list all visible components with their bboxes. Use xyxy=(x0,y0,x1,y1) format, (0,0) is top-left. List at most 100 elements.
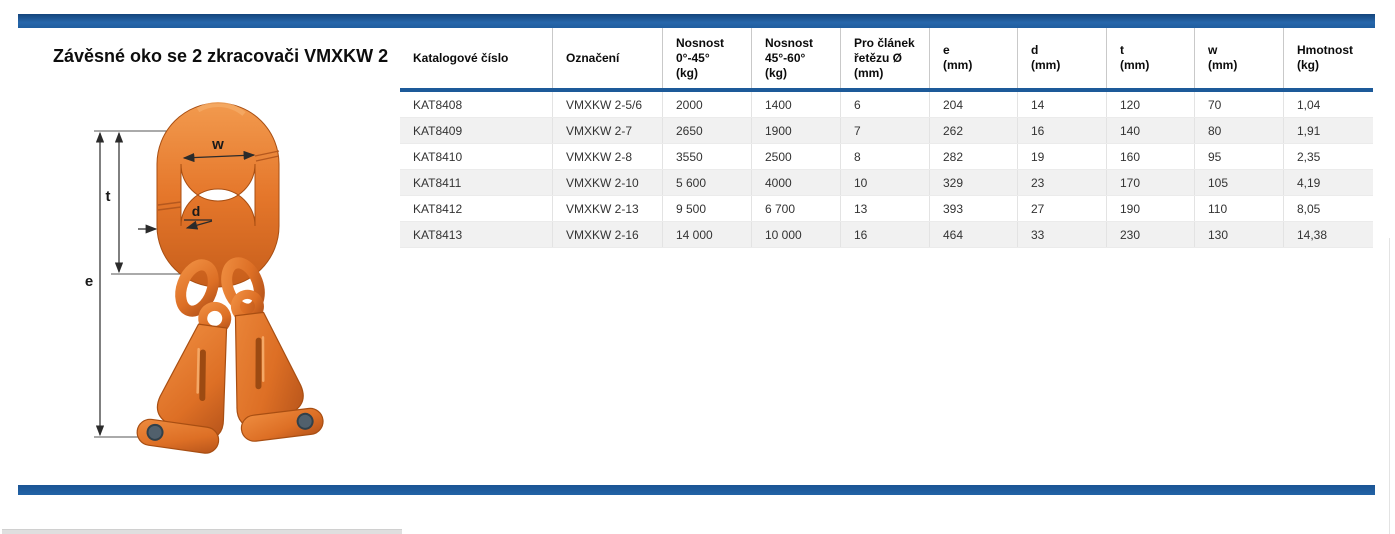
table-cell: KAT8411 xyxy=(400,170,553,195)
header-cell: Nosnost 45°-60° (kg) xyxy=(752,28,841,88)
dimension-label-t: t xyxy=(106,188,111,205)
table-cell: 1400 xyxy=(752,92,841,117)
header-cell: Katalogové číslo xyxy=(400,28,553,88)
table-cell: 3550 xyxy=(663,144,752,169)
table-cell: 6 xyxy=(841,92,930,117)
table-cell: 10 000 xyxy=(752,222,841,247)
table-cell: 8,05 xyxy=(1297,201,1321,216)
table-cell: 14 xyxy=(1018,92,1107,117)
table-cell: 2000 xyxy=(663,92,752,117)
table-cell: 19 xyxy=(1018,144,1107,169)
pin-right xyxy=(296,412,314,430)
table-cell: 262 xyxy=(930,118,1018,143)
bottom-divider-bar xyxy=(18,485,1375,495)
header-cell: Označení xyxy=(553,28,663,88)
table-cell: VMXKW 2-16 xyxy=(553,222,663,247)
shortener-left xyxy=(136,301,232,454)
table-cell: VMXKW 2-10 xyxy=(553,170,663,195)
table-cell: 16 xyxy=(841,222,930,247)
table-row: KAT8408 VMXKW 2-5/6 2000 1400 6 204 14 120 70 1,0… xyxy=(400,92,1373,118)
table-row: KAT8412 VMXKW 2-13 9 500 6 700 13 393 27 190 110… xyxy=(400,196,1373,222)
table-cell: 4,19 xyxy=(1297,175,1321,190)
shortener-right xyxy=(230,289,324,442)
table-cell: 80 xyxy=(1195,118,1284,143)
table-cell: 1,91 xyxy=(1297,123,1321,138)
table-cell: 2,35 xyxy=(1297,149,1321,164)
table-cell: VMXKW 2-7 xyxy=(553,118,663,143)
product-figure: e t xyxy=(85,102,324,454)
master-link xyxy=(156,102,280,288)
table-cell: 464 xyxy=(930,222,1018,247)
table-cell: 230 xyxy=(1107,222,1195,247)
table-cell: 393 xyxy=(930,196,1018,221)
table-cell: 14 000 xyxy=(663,222,752,247)
dimension-label-d: d xyxy=(192,203,201,219)
table-cell: VMXKW 2-8 xyxy=(553,144,663,169)
table-cell: 70 xyxy=(1195,92,1284,117)
table-cell: VMXKW 2-5/6 xyxy=(553,92,663,117)
table-cell: 170 xyxy=(1107,170,1195,195)
dimension-e: e xyxy=(85,131,105,437)
header-cell: Pro článek řetězu Ø (mm) xyxy=(841,28,930,88)
table-cell: 9 500 xyxy=(663,196,752,221)
table-cell: KAT8412 xyxy=(400,196,553,221)
header-cell: Nosnost 0°-45° (kg) xyxy=(663,28,752,88)
top-divider-bar xyxy=(18,14,1375,28)
table-cell: 95 xyxy=(1195,144,1284,169)
header-cell: t (mm) xyxy=(1107,28,1195,88)
table-cell: 23 xyxy=(1018,170,1107,195)
table-cell: 16 xyxy=(1018,118,1107,143)
table-cell: 33 xyxy=(1018,222,1107,247)
table-row: KAT8413 VMXKW 2-16 14 000 10 000 16 464 33 230 1… xyxy=(400,222,1373,248)
table-cell: KAT8409 xyxy=(400,118,553,143)
table-cell: 10 xyxy=(841,170,930,195)
page-title: Závěsné oko se 2 zkracovači VMXKW 2 xyxy=(53,46,389,66)
horizontal-scrollbar-thumb[interactable] xyxy=(2,529,402,534)
highlight xyxy=(196,102,246,116)
table-cell: 190 xyxy=(1107,196,1195,221)
table-cell: 5 600 xyxy=(663,170,752,195)
header-cell: Hmotnost (kg) xyxy=(1297,43,1353,72)
table-cell: 1,04 xyxy=(1297,97,1321,112)
table-cell: 27 xyxy=(1018,196,1107,221)
table-cell: 120 xyxy=(1107,92,1195,117)
header-cell: e (mm) xyxy=(930,28,1018,88)
table-cell: 105 xyxy=(1195,170,1284,195)
table-cell: 13 xyxy=(841,196,930,221)
table-cell: 1900 xyxy=(752,118,841,143)
table-cell: 329 xyxy=(930,170,1018,195)
table-cell: 160 xyxy=(1107,144,1195,169)
table-cell: 2500 xyxy=(752,144,841,169)
table-header-row: Katalogové číslo Označení Nosnost 0°-45° (… xyxy=(400,28,1373,92)
table-cell: 140 xyxy=(1107,118,1195,143)
table-cell: 4000 xyxy=(752,170,841,195)
connector-links xyxy=(175,257,265,317)
page-edge-line xyxy=(1389,238,1390,534)
table-row: KAT8409 VMXKW 2-7 2650 1900 7 262 16 140 80 1,91 xyxy=(400,118,1373,144)
table-cell: 282 xyxy=(930,144,1018,169)
weld-seam-right xyxy=(254,150,280,162)
table-cell: 204 xyxy=(930,92,1018,117)
table-cell: KAT8413 xyxy=(400,222,553,247)
header-cell: w (mm) xyxy=(1195,28,1284,88)
table-cell: 8 xyxy=(841,144,930,169)
table-body: KAT8408 VMXKW 2-5/6 2000 1400 6 204 14 120 70 1,0… xyxy=(400,92,1373,248)
table-cell: 2650 xyxy=(663,118,752,143)
dimension-label-e: e xyxy=(85,273,93,290)
pin-left xyxy=(146,423,164,441)
table-cell: 130 xyxy=(1195,222,1284,247)
table-row: KAT8410 VMXKW 2-8 3550 2500 8 282 19 160 95 2,35 xyxy=(400,144,1373,170)
weld-seam-left xyxy=(157,201,182,211)
dimension-t: t xyxy=(106,131,124,274)
spec-table: Katalogové číslo Označení Nosnost 0°-45° (… xyxy=(400,28,1373,248)
dimension-label-w: w xyxy=(211,136,224,153)
header-cell: d (mm) xyxy=(1018,28,1107,88)
dimension-d: d xyxy=(138,203,213,234)
table-cell: 110 xyxy=(1195,196,1284,221)
table-cell: KAT8408 xyxy=(400,92,553,117)
table-row: KAT8411 VMXKW 2-10 5 600 4000 10 329 23 170 105 4… xyxy=(400,170,1373,196)
table-cell: 7 xyxy=(841,118,930,143)
table-cell: 6 700 xyxy=(752,196,841,221)
table-cell: KAT8410 xyxy=(400,144,553,169)
